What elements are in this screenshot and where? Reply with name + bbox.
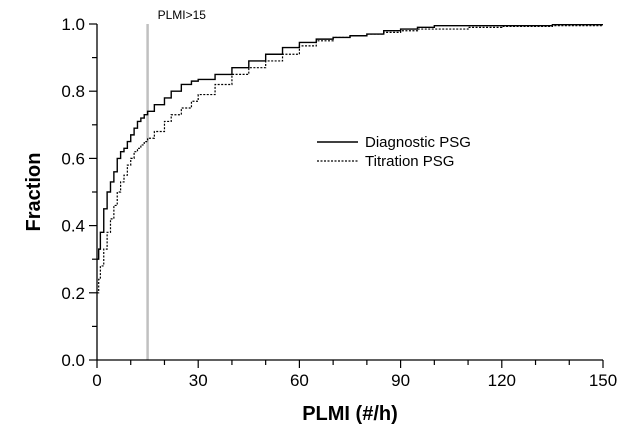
- series-line-1: [97, 25, 604, 294]
- legend-label-1: Titration PSG: [365, 153, 454, 170]
- x-tick-label: 0: [92, 371, 101, 390]
- y-tick-label: 0.0: [61, 351, 85, 370]
- x-tick-label: 60: [290, 371, 309, 390]
- y-axis-title: Fraction: [23, 153, 45, 232]
- series-line-0: [97, 23, 603, 260]
- x-tick-label: 120: [488, 371, 516, 390]
- x-tick-label: 90: [391, 371, 410, 390]
- plot-area: PLMI>15: [97, 8, 604, 360]
- axes: 0 30 60 90 120 150 0.0 0.2 0.4 0.6 0.8 1.0: [61, 15, 617, 390]
- legend-label-0: Diagnostic PSG: [365, 134, 471, 151]
- x-tick-label: 30: [189, 371, 208, 390]
- reference-line-label: PLMI>15: [158, 8, 207, 22]
- legend: Diagnostic PSG Titration PSG: [317, 134, 471, 170]
- y-tick-label: 1.0: [61, 15, 85, 34]
- x-axis-title: PLMI (#/h): [302, 403, 398, 425]
- y-tick-label: 0.8: [61, 82, 85, 101]
- x-tick-label: 150: [589, 371, 617, 390]
- y-tick-label: 0.4: [61, 217, 85, 236]
- y-tick-label: 0.2: [61, 284, 85, 303]
- y-tick-label: 0.6: [61, 149, 85, 168]
